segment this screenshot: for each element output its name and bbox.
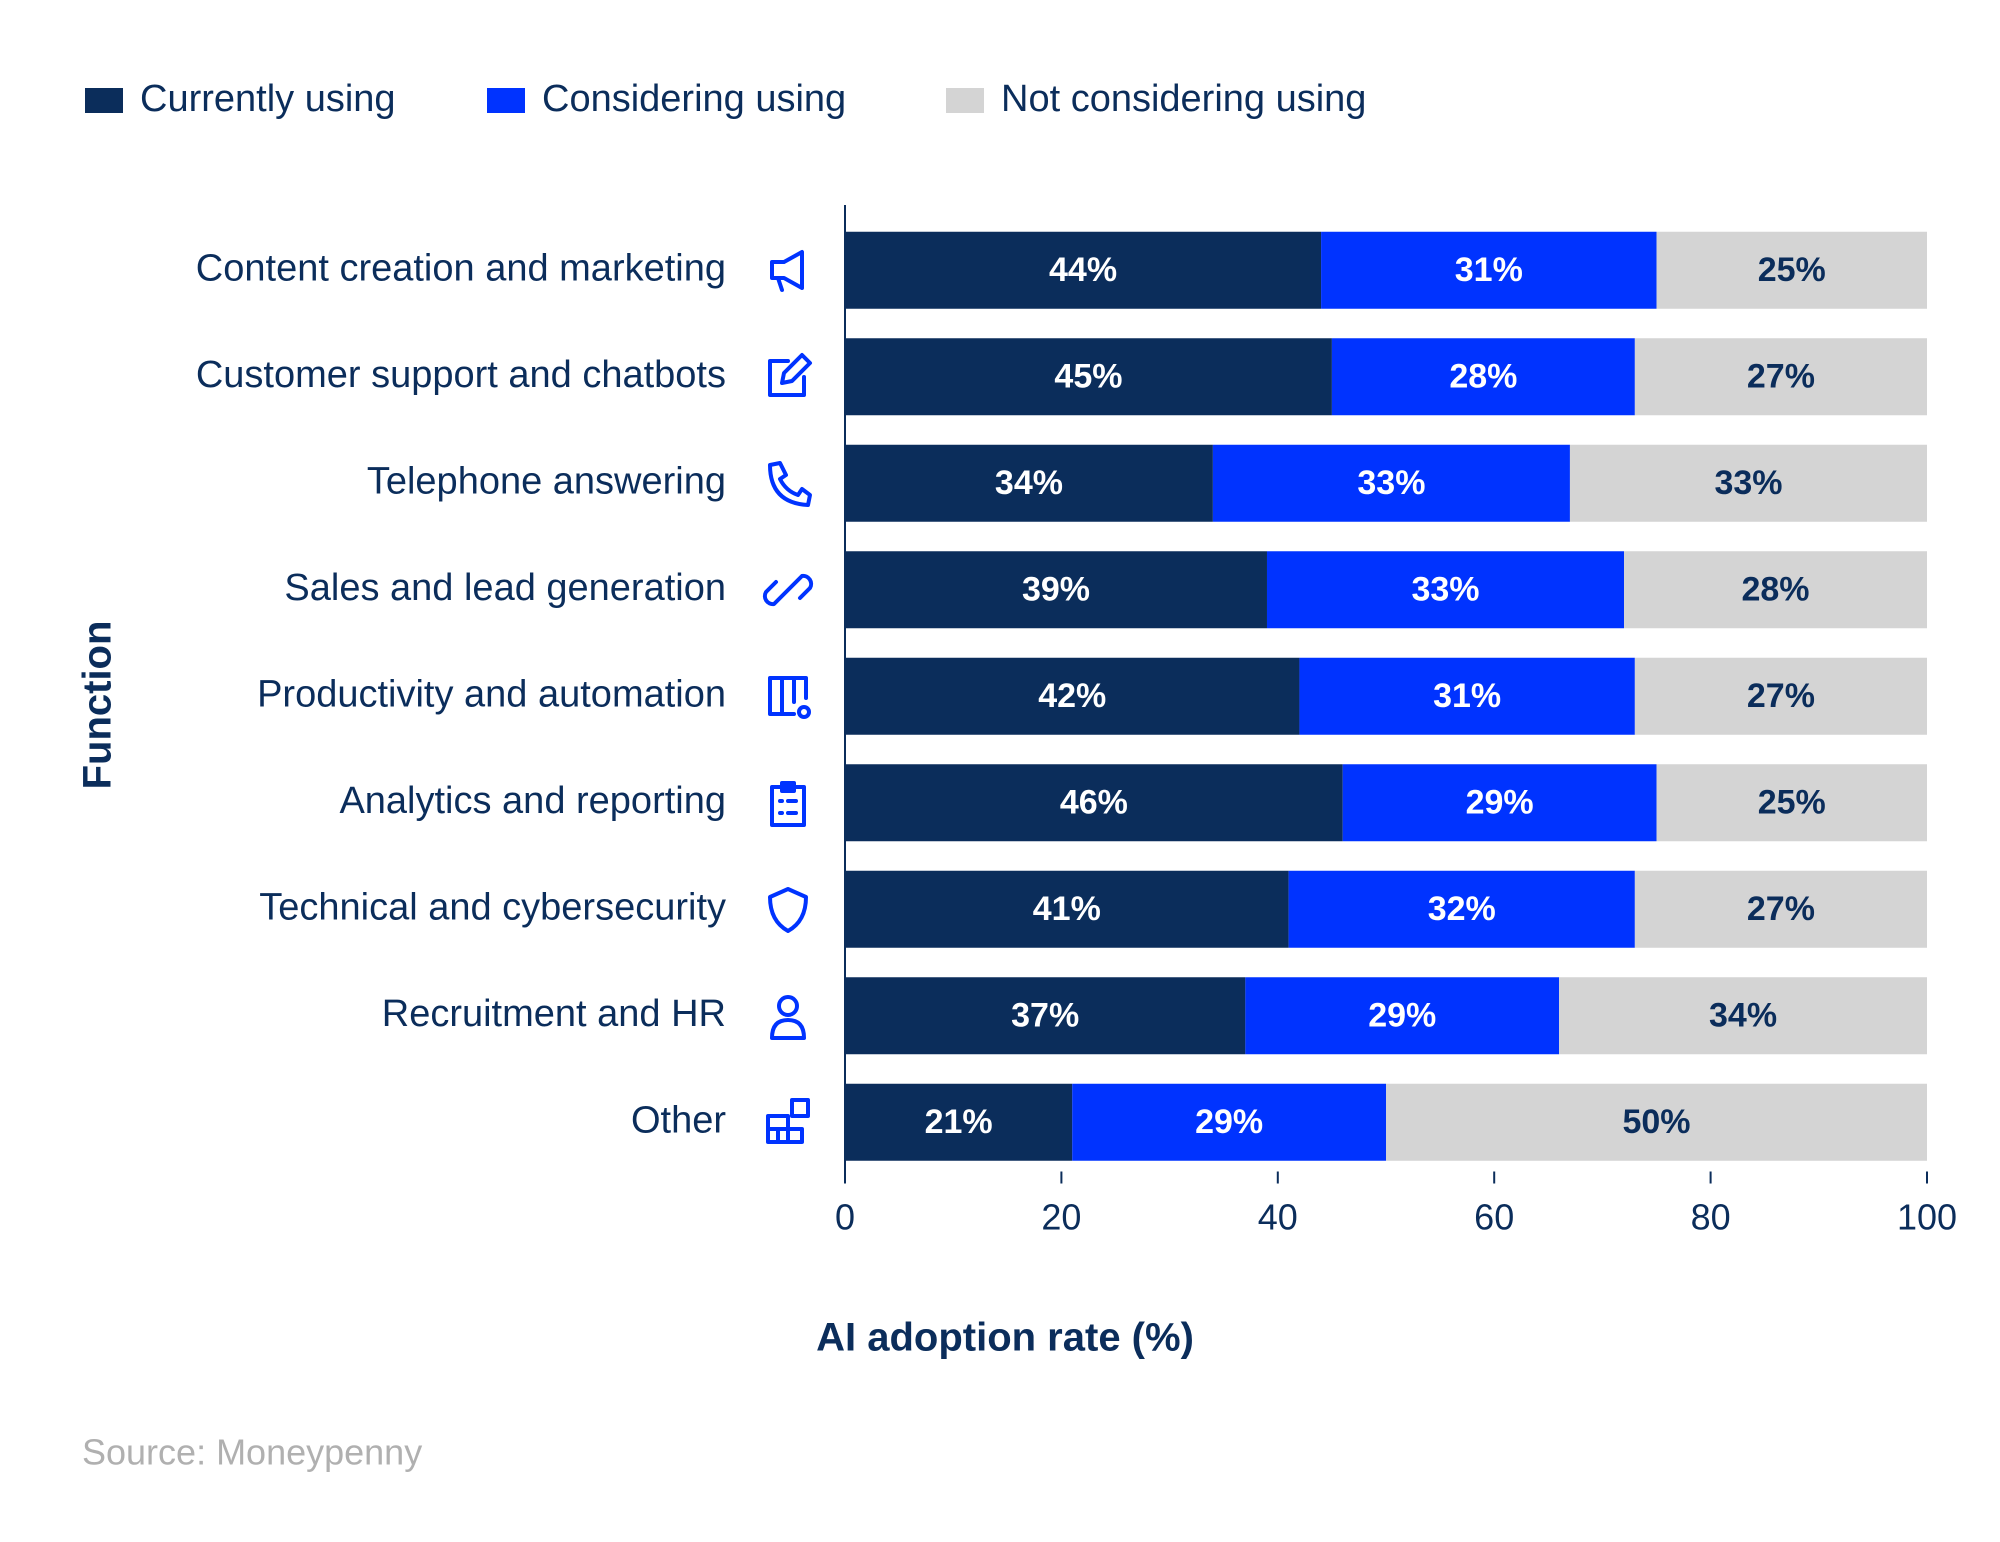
icon-person [770, 995, 806, 1040]
icon-blocks [766, 1098, 810, 1144]
bar-segment [845, 551, 1267, 629]
value-label: 34% [1709, 997, 1777, 1035]
x-tick-label: 60 [1474, 1197, 1514, 1238]
bar-segment [1386, 1083, 1927, 1161]
bar-segment [845, 870, 1289, 948]
legend-label: Currently using [140, 78, 396, 120]
icon-phone [768, 461, 812, 507]
category-label: Telephone answering [367, 460, 726, 502]
legend-label: Not considering using [1001, 78, 1366, 120]
value-label: 29% [1195, 1103, 1263, 1141]
x-tick-label: 20 [1041, 1197, 1081, 1238]
bar-segment [845, 764, 1343, 842]
icon-shield [768, 887, 808, 933]
value-label: 41% [1033, 890, 1101, 928]
value-label: 44% [1049, 251, 1117, 289]
value-label: 33% [1411, 571, 1479, 609]
bar-segment [1656, 231, 1927, 309]
value-label: 29% [1368, 997, 1436, 1035]
icon-link [762, 573, 814, 607]
x-tick-label: 40 [1258, 1197, 1298, 1238]
bar-segment [845, 657, 1300, 735]
bar-segment [1342, 764, 1657, 842]
value-label: 46% [1060, 784, 1128, 822]
bar-segment [1266, 551, 1625, 629]
bar-segment [1559, 977, 1927, 1055]
value-label: 31% [1433, 677, 1501, 715]
value-label: 50% [1622, 1103, 1690, 1141]
value-label: 39% [1022, 571, 1090, 609]
x-tick-label: 0 [835, 1197, 855, 1238]
bar-segment [1656, 764, 1927, 842]
value-label: 21% [925, 1103, 993, 1141]
bar-segment [845, 1083, 1073, 1161]
value-label: 42% [1038, 677, 1106, 715]
bar-segment [1634, 657, 1927, 735]
y-axis-title: Function [76, 621, 120, 790]
bar-segment [1634, 870, 1927, 948]
category-label: Sales and lead generation [284, 567, 726, 609]
value-label: 27% [1747, 677, 1815, 715]
category-label: Analytics and reporting [339, 780, 726, 822]
value-label: 29% [1466, 784, 1534, 822]
value-label: 28% [1449, 358, 1517, 396]
category-label: Other [631, 1099, 726, 1141]
value-label: 27% [1747, 890, 1815, 928]
x-axis-title: AI adoption rate (%) [816, 1316, 1194, 1360]
bar-segment [1634, 338, 1927, 416]
category-label: Content creation and marketing [196, 247, 726, 289]
category-label: Technical and cybersecurity [259, 886, 726, 928]
bar-segment [845, 338, 1332, 416]
source: Source: Moneypenny [82, 1432, 422, 1473]
value-label: 34% [995, 464, 1063, 502]
value-label: 25% [1758, 784, 1826, 822]
legend-swatch [85, 88, 123, 113]
legend-swatch [946, 88, 984, 113]
icon-clipboard [770, 781, 806, 827]
icon-pencil [768, 353, 812, 397]
value-label: 28% [1741, 571, 1809, 609]
value-label: 27% [1747, 358, 1815, 396]
value-label: 32% [1428, 890, 1496, 928]
legend-swatch [487, 88, 525, 113]
bar-segment [1212, 444, 1570, 522]
value-label: 25% [1758, 251, 1826, 289]
bar-segment [1288, 870, 1635, 948]
bar-segment [1245, 977, 1560, 1055]
x-tick-label: 100 [1897, 1197, 1957, 1238]
bar-segment [1299, 657, 1635, 735]
category-label: Productivity and automation [257, 673, 726, 715]
value-label: 31% [1455, 251, 1523, 289]
icons [762, 250, 814, 1144]
legend-label: Considering using [542, 78, 846, 120]
value-label: 33% [1714, 464, 1782, 502]
bar-segment [1331, 338, 1635, 416]
value-label: 37% [1011, 997, 1079, 1035]
bar-segment [1624, 551, 1927, 629]
icon-megaphone [770, 250, 804, 292]
bar-segment [845, 977, 1246, 1055]
bar-segment [845, 444, 1213, 522]
bar-segment [845, 231, 1322, 309]
category-label: Recruitment and HR [382, 993, 726, 1035]
bar-segment [1569, 444, 1927, 522]
x-tick-label: 80 [1691, 1197, 1731, 1238]
bar-segment [1321, 231, 1657, 309]
icon-grid [768, 676, 811, 719]
bar-segment [1072, 1083, 1386, 1161]
value-label: 45% [1054, 358, 1122, 396]
value-label: 33% [1357, 464, 1425, 502]
category-label: Customer support and chatbots [196, 354, 726, 396]
